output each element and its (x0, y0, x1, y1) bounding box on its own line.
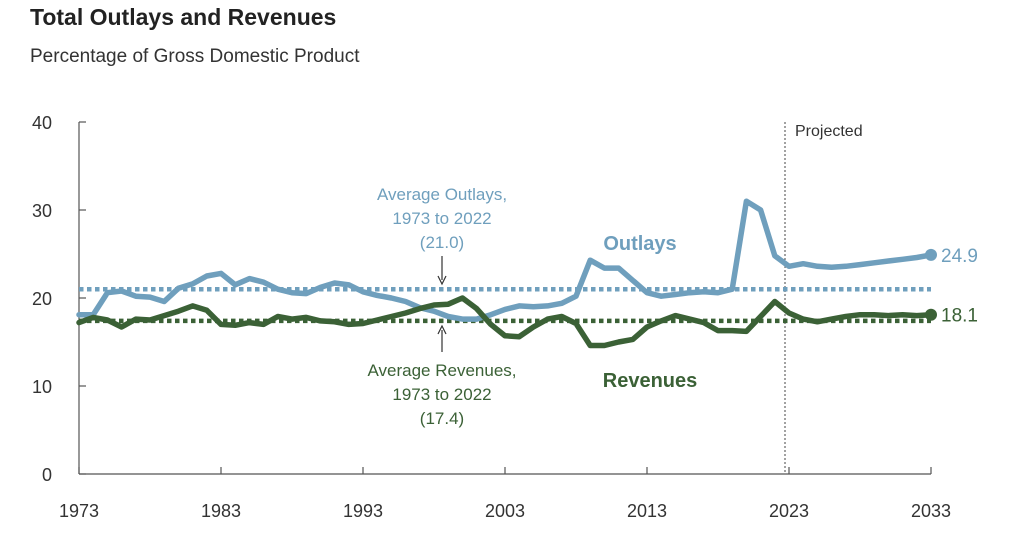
y-tick-label: 30 (32, 201, 52, 221)
revenues-endpoint-marker (925, 308, 937, 321)
avg-outlays-label-line1: Average Outlays, (377, 185, 507, 204)
chart-subtitle: Percentage of Gross Domestic Product (30, 46, 360, 67)
avg-revenues-arrowhead (437, 324, 447, 335)
annotations: Projected Outlays Revenues Average Outla… (367, 123, 977, 428)
x-tick-label: 2003 (485, 501, 525, 521)
projected-label: Projected (795, 123, 863, 140)
x-tick-label: 1973 (59, 501, 99, 521)
revenues-series-label: Revenues (603, 370, 698, 392)
avg-revenues-label-line3: (17.4) (420, 409, 464, 428)
y-tick-label: 10 (32, 377, 52, 397)
avg-revenues-label-line1: Average Revenues, (367, 361, 516, 380)
y-tick-label: 20 (32, 289, 52, 309)
avg-outlays-label-line3: (21.0) (420, 233, 464, 252)
outlays-series-line (76, 198, 934, 322)
x-tick-label: 2023 (769, 501, 809, 521)
y-tick-label: 0 (42, 465, 52, 485)
avg-outlays-label-line2: 1973 to 2022 (392, 209, 491, 228)
revenues-end-value-label: 18.1 (941, 306, 978, 327)
outlays-endpoint-marker (925, 248, 937, 261)
y-tick-label: 40 (32, 113, 52, 133)
series-lines (76, 198, 937, 349)
x-tick-label: 2013 (627, 501, 667, 521)
x-tick-label: 1983 (201, 501, 241, 521)
chart-title: Total Outlays and Revenues (30, 4, 337, 30)
x-tick-label: 1993 (343, 501, 383, 521)
revenues-series-line (76, 295, 934, 349)
outlays-series-label: Outlays (603, 233, 676, 255)
x-tick-label: 2033 (911, 501, 951, 521)
avg-outlays-arrowhead (437, 275, 447, 286)
axes: 0 10 20 30 40 1973 1983 1993 2003 2013 2023 2033 (32, 113, 951, 521)
avg-revenues-label-line2: 1973 to 2022 (392, 385, 491, 404)
outlays-end-value-label: 24.9 (941, 246, 978, 267)
reference-lines (79, 286, 931, 324)
